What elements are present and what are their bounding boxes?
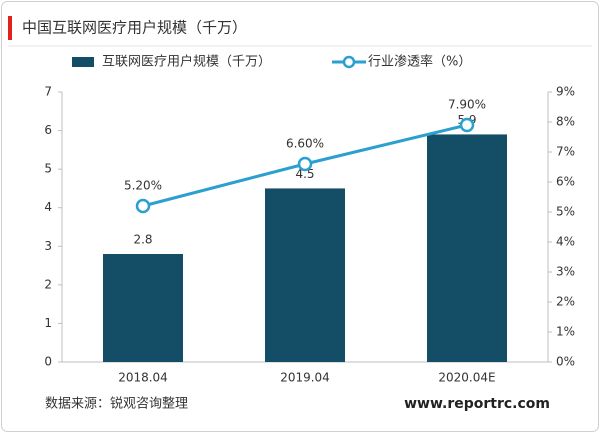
line-value-label: 6.60% — [286, 137, 324, 151]
legend-label: 行业渗透率（%） — [368, 54, 471, 70]
x-tick-label: 2018.04 — [118, 371, 168, 385]
y2-tick-label: 1% — [556, 325, 575, 339]
legend-swatch-marker — [342, 55, 356, 69]
y-tick-label: 5 — [44, 162, 52, 176]
y-tick-label: 0 — [44, 355, 52, 369]
bar — [427, 134, 507, 362]
y2-tick-label: 7% — [556, 145, 575, 159]
source: 数据来源：锐观咨询整理 — [45, 397, 188, 412]
line-marker — [459, 117, 475, 133]
y-tick-label: 6 — [44, 123, 52, 137]
title-accent — [8, 16, 12, 40]
y2-tick-label: 3% — [556, 265, 575, 279]
y2-tick-label: 6% — [556, 175, 575, 189]
y2-tick-label: 4% — [556, 235, 575, 249]
line-value-label: 7.90% — [448, 98, 486, 112]
y2-tick-label: 8% — [556, 115, 575, 129]
y2-tick-label: 0% — [556, 355, 575, 369]
bar-value-label: 4.5 — [295, 167, 314, 181]
bar — [265, 188, 345, 362]
bar-value-label: 2.8 — [133, 233, 152, 247]
y2-tick-label: 5% — [556, 205, 575, 219]
legend-swatch — [72, 57, 94, 67]
y2-tick-label: 9% — [556, 85, 575, 99]
y-tick-label: 7 — [44, 85, 52, 99]
line-marker — [297, 156, 313, 172]
x-tick-label: 2019.04 — [280, 371, 330, 385]
line-value-label: 5.20% — [124, 179, 162, 193]
y-tick-label: 2 — [44, 277, 52, 291]
bar — [103, 254, 183, 362]
y-tick-label: 4 — [44, 200, 52, 214]
line-marker — [135, 198, 151, 214]
y2-tick-label: 2% — [556, 295, 575, 309]
website: www.reportrc.com — [404, 396, 550, 412]
y-tick-label: 3 — [44, 239, 52, 253]
legend-label: 互联网医疗用户规模（千万） — [102, 54, 271, 70]
chart-title: 中国互联网医疗用户规模（千万） — [22, 19, 247, 37]
y-tick-label: 1 — [44, 316, 52, 330]
x-tick-label: 2020.04E — [438, 371, 495, 385]
